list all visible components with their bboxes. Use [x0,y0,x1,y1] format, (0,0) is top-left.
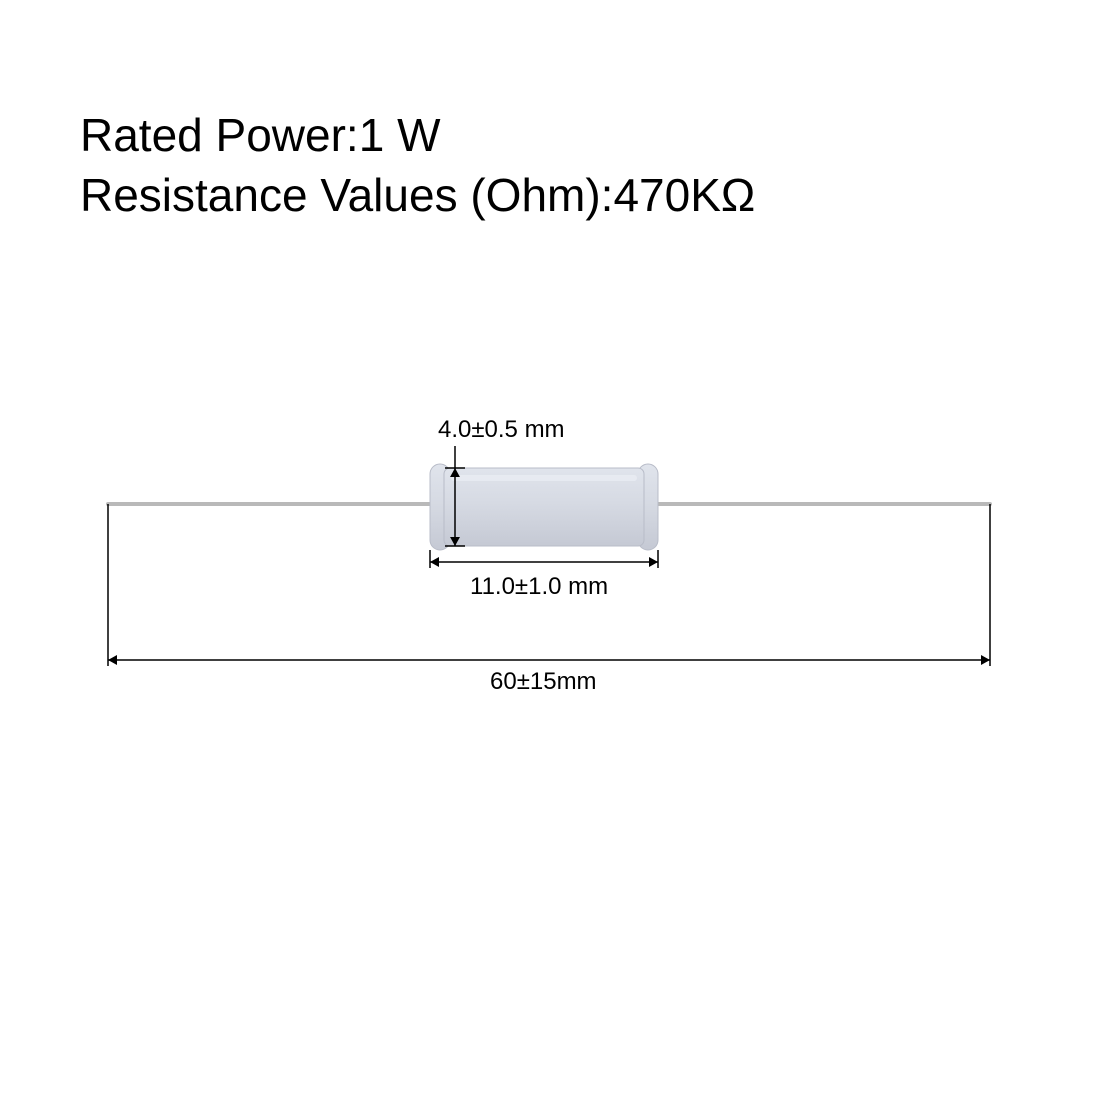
resistor-diagram [0,0,1100,1100]
diagram-canvas: Rated Power:1 W Resistance Values (Ohm):… [0,0,1100,1100]
